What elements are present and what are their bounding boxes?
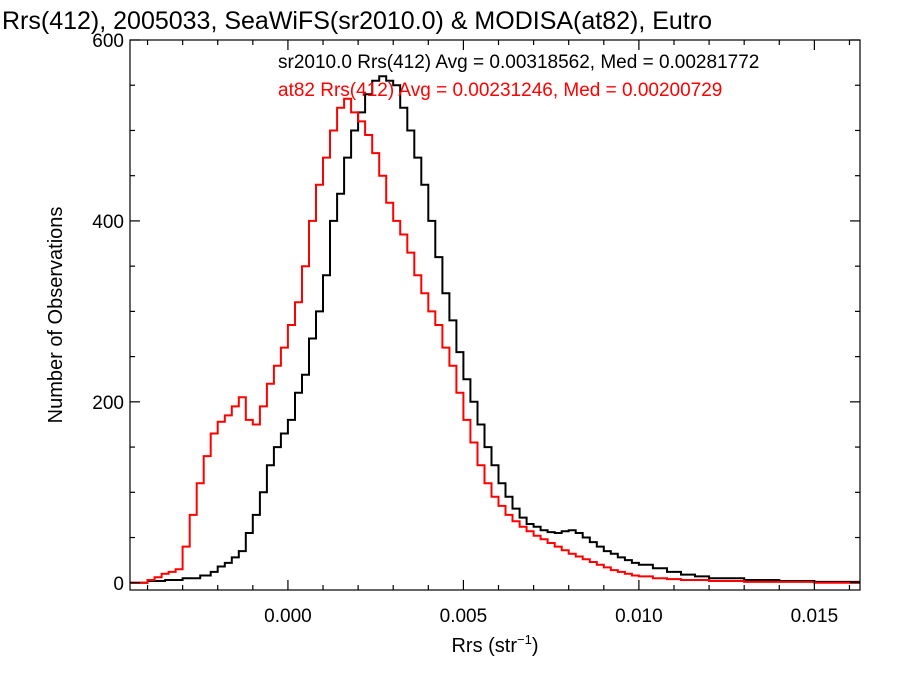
histogram-chart: Rrs(412), 2005033, SeaWiFS(sr2010.0) & M… (0, 0, 900, 675)
x-tick-label: 0.005 (440, 606, 488, 627)
series-line-sr2010-0 (130, 76, 860, 583)
axis-ticks: 0.000 0.005 0.010 0.015 0 200 400 600 (92, 31, 860, 627)
x-tick-label: 0.000 (264, 606, 312, 627)
plot-frame (130, 40, 860, 590)
y-tick-label: 200 (92, 393, 124, 414)
x-axis-label: Rrs (str−1) (451, 632, 538, 657)
y-axis-label: Number of Observations (45, 207, 67, 424)
y-tick-label: 0 (113, 574, 124, 595)
y-tick-label: 400 (92, 212, 124, 233)
y-tick-label: 600 (92, 31, 124, 52)
x-tick-label: 0.015 (791, 606, 839, 627)
x-tick-label: 0.010 (615, 606, 663, 627)
legend: sr2010.0 Rrs(412) Avg = 0.00318562, Med … (278, 52, 759, 101)
series-group (130, 76, 860, 583)
plot-area: 0.000 0.005 0.010 0.015 0 200 400 600 (92, 31, 860, 627)
series-line-at82 (130, 99, 860, 583)
legend-entry-sr2010: sr2010.0 Rrs(412) Avg = 0.00318562, Med … (278, 52, 759, 73)
legend-entry-at82: at82 Rrs(412) Avg = 0.00231246, Med = 0.… (278, 80, 722, 101)
